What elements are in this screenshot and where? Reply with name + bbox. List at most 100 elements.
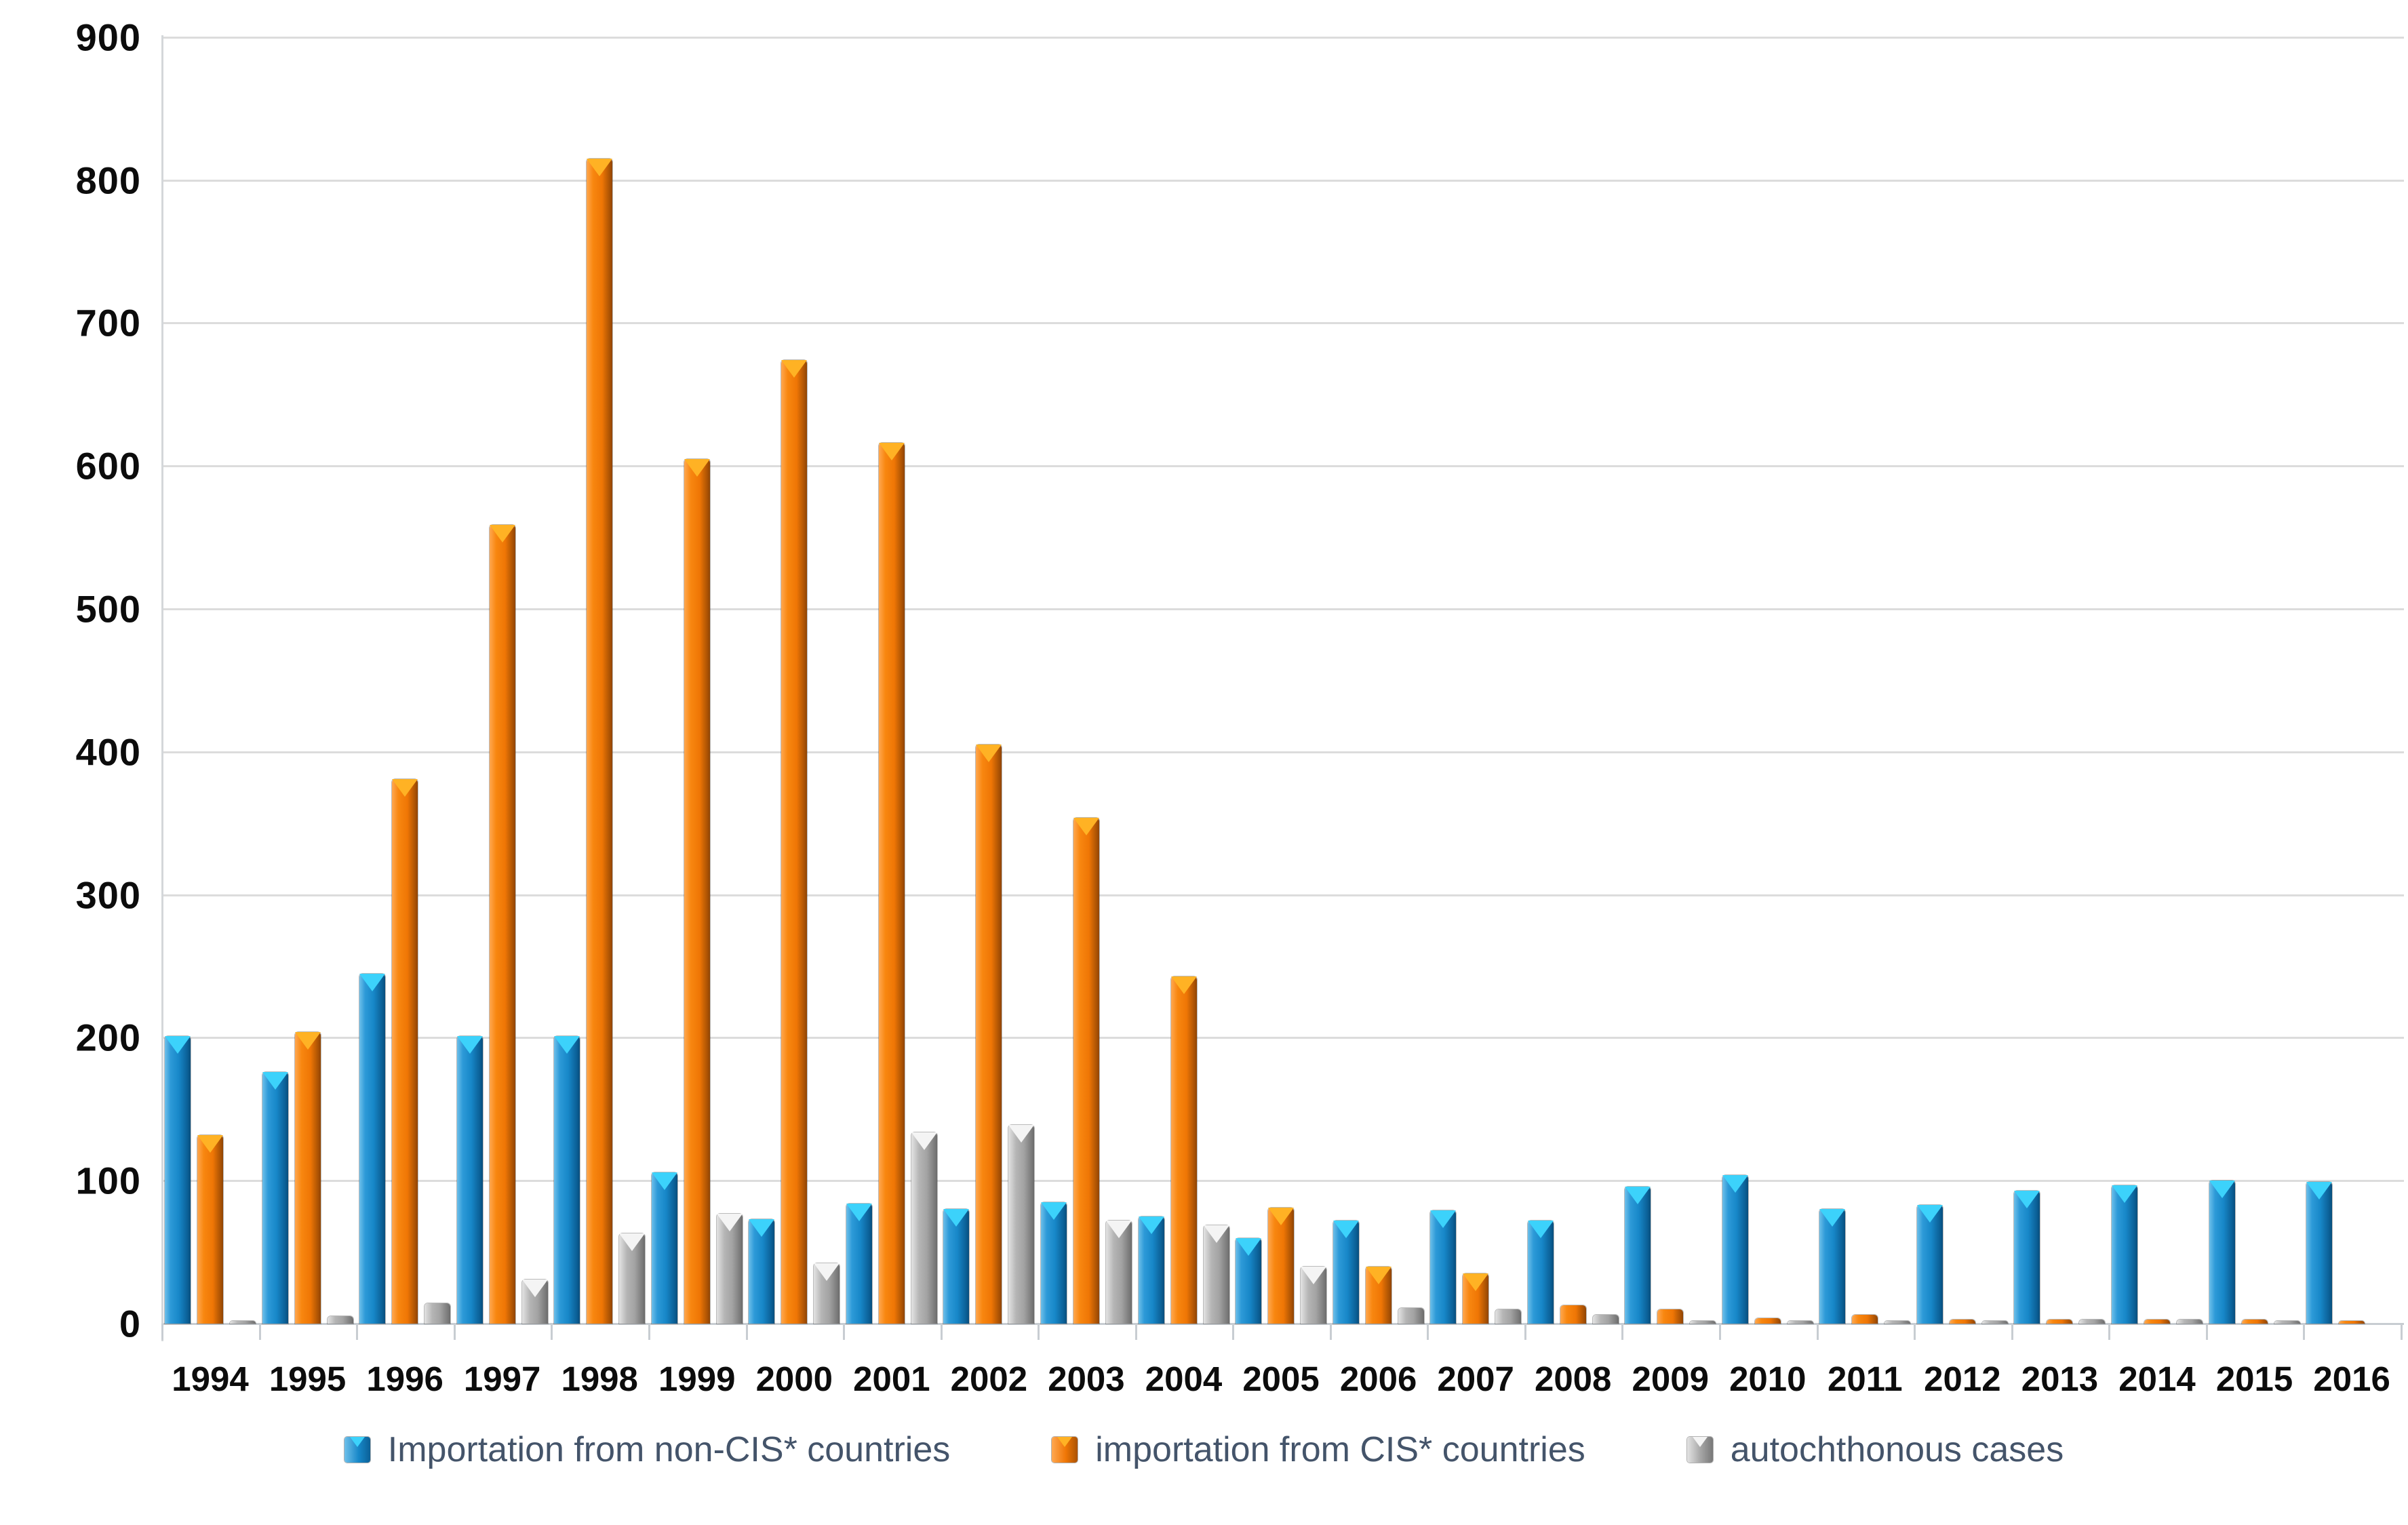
x-axis-tick <box>1719 1324 1722 1340</box>
bar-autochthonous-2014 <box>2177 1319 2203 1324</box>
bar-top-bevel <box>294 1031 321 1050</box>
bar-top-bevel <box>1170 976 1197 994</box>
legend-item-non-cis: Importation from non-CIS* countries <box>344 1429 950 1470</box>
bar-non-cis-2008 <box>1527 1221 1554 1324</box>
x-axis-label-2014: 2014 <box>2118 1360 2196 1398</box>
bar-top-bevel <box>1268 1208 1295 1226</box>
y-axis-line <box>161 35 163 1341</box>
bar-autochthonous-1994 <box>230 1321 256 1324</box>
x-axis-tick <box>2011 1324 2013 1340</box>
bar-top-bevel <box>781 360 808 378</box>
bar-top-bevel <box>1073 817 1099 835</box>
bar-non-cis-2007 <box>1430 1210 1457 1324</box>
bar-top-bevel <box>976 745 1002 763</box>
x-axis-tick <box>745 1324 748 1340</box>
bar-non-cis-2013 <box>2014 1190 2040 1324</box>
y-axis-label: 900 <box>75 16 141 59</box>
bar-top-bevel <box>846 1203 872 1221</box>
x-axis-label-2008: 2008 <box>1534 1360 1612 1398</box>
x-axis-label-1996: 1996 <box>366 1360 443 1398</box>
legend-label-non-cis: Importation from non-CIS* countries <box>387 1430 951 1469</box>
gridline-200 <box>163 1037 2404 1039</box>
bar-autochthonous-2002 <box>1008 1124 1035 1324</box>
bar-non-cis-1997 <box>456 1036 483 1324</box>
x-axis-tick <box>1621 1324 1624 1340</box>
x-axis-label-2011: 2011 <box>1828 1360 1903 1398</box>
x-axis-tick <box>1329 1324 1332 1340</box>
bar-top-bevel <box>684 458 710 477</box>
legend-label-autochthonous: autochthonous cases <box>1730 1430 2064 1469</box>
bar-top-bevel <box>554 1036 580 1054</box>
bar-non-cis-1995 <box>262 1071 288 1324</box>
bar-autochthonous-2013 <box>2079 1319 2106 1324</box>
bar-cis-2006 <box>1365 1266 1391 1324</box>
bar-autochthonous-1996 <box>425 1303 451 1324</box>
bar-non-cis-2015 <box>2209 1181 2235 1324</box>
bar-cis-2008 <box>1560 1305 1586 1324</box>
bar-top-bevel <box>1203 1225 1229 1243</box>
x-axis-tick <box>1038 1324 1040 1340</box>
x-axis-label-2016: 2016 <box>2313 1360 2390 1398</box>
x-axis-tick <box>2400 1324 2403 1340</box>
x-axis-label-1997: 1997 <box>463 1360 541 1398</box>
bar-cis-1995 <box>294 1031 321 1324</box>
bar-top-bevel <box>1236 1237 1262 1256</box>
x-axis-label-2012: 2012 <box>1924 1360 2001 1398</box>
bar-cis-2003 <box>1073 817 1099 1324</box>
bar-non-cis-2014 <box>2112 1185 2137 1324</box>
bar-non-cis-2001 <box>846 1203 872 1324</box>
x-axis-tick <box>453 1324 456 1340</box>
y-axis-label: 0 <box>119 1302 141 1345</box>
x-axis-tick <box>648 1324 650 1340</box>
y-axis-label: 500 <box>75 587 141 631</box>
bar-non-cis-2003 <box>1040 1202 1067 1324</box>
x-axis-label-2003: 2003 <box>1048 1360 1125 1398</box>
y-axis-label: 700 <box>75 301 141 344</box>
bar-non-cis-2005 <box>1236 1237 1262 1324</box>
x-axis-label-2009: 2009 <box>1632 1360 1709 1398</box>
bar-autochthonous-1998 <box>619 1233 646 1324</box>
legend-item-autochthonous: autochthonous cases <box>1686 1429 2064 1470</box>
bar-autochthonous-2010 <box>1787 1320 1813 1324</box>
bar-top-bevel <box>1333 1221 1359 1239</box>
bar-top-bevel <box>911 1132 937 1150</box>
bar-non-cis-1994 <box>165 1036 191 1324</box>
bar-cis-2016 <box>2339 1321 2365 1324</box>
gridline-0 <box>163 1323 2404 1325</box>
legend-marker-blue-icon <box>344 1437 370 1463</box>
bar-non-cis-2004 <box>1138 1216 1164 1324</box>
bar-cis-2012 <box>1949 1319 1975 1324</box>
bar-cis-2010 <box>1754 1318 1781 1324</box>
x-axis-tick <box>1427 1324 1429 1340</box>
x-axis-label-1999: 1999 <box>658 1360 736 1398</box>
bar-cis-2009 <box>1657 1309 1684 1324</box>
bar-cis-2007 <box>1463 1273 1489 1324</box>
bar-top-bevel <box>262 1071 288 1090</box>
x-axis-tick <box>2303 1324 2306 1340</box>
bar-non-cis-2012 <box>1916 1205 1943 1324</box>
x-axis-label-2013: 2013 <box>2021 1360 2099 1398</box>
bar-top-bevel <box>1625 1186 1651 1204</box>
gridline-500 <box>163 608 2404 610</box>
bar-autochthonous-2006 <box>1398 1307 1424 1324</box>
bar-cis-2011 <box>1852 1315 1878 1324</box>
x-axis-tick <box>258 1324 261 1340</box>
bar-non-cis-2010 <box>1722 1174 1748 1324</box>
bar-autochthonous-1999 <box>716 1213 743 1324</box>
bar-autochthonous-1995 <box>327 1316 353 1324</box>
bar-non-cis-2011 <box>1819 1209 1846 1324</box>
x-axis-tick <box>1134 1324 1137 1340</box>
bar-top-bevel <box>651 1172 677 1190</box>
y-axis-label: 800 <box>75 159 141 202</box>
legend-item-cis: importation from CIS* countries <box>1052 1429 1585 1470</box>
bar-top-bevel <box>749 1219 775 1237</box>
x-axis-tick <box>2205 1324 2208 1340</box>
bar-autochthonous-2015 <box>2274 1321 2300 1324</box>
bar-autochthonous-2008 <box>1592 1315 1619 1324</box>
bar-autochthonous-1997 <box>521 1279 548 1324</box>
x-axis-tick <box>1816 1324 1819 1340</box>
bar-top-bevel <box>1301 1266 1327 1284</box>
x-axis-label-2010: 2010 <box>1729 1360 1807 1398</box>
bar-top-bevel <box>619 1233 646 1252</box>
y-axis-label: 300 <box>75 873 141 917</box>
